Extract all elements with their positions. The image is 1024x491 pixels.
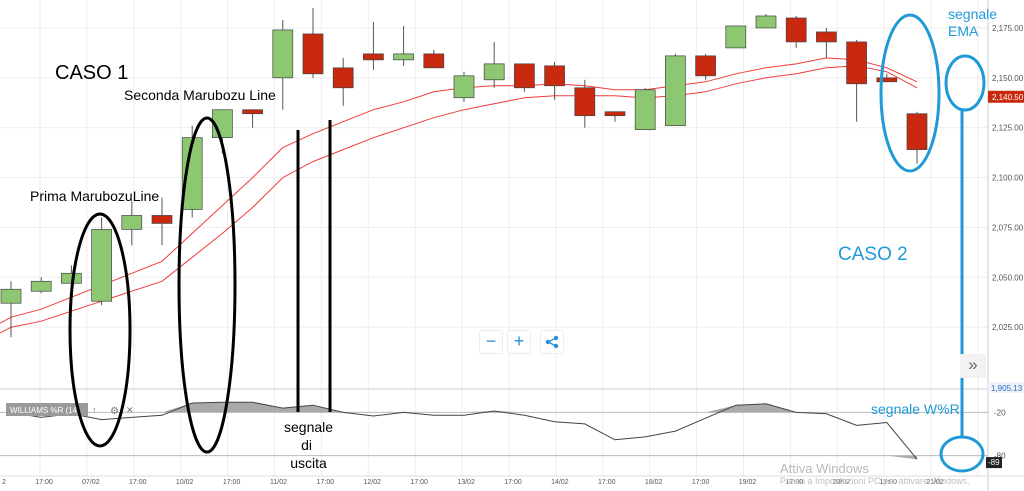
candle-down [906,113,928,150]
x-tick-label: 13/02 [457,479,475,486]
lower-value-label: 1,905.13 [991,384,1023,393]
x-tick-label: 12/02 [364,479,382,486]
candle-up [30,280,52,292]
wr-overbought-fill [11,402,917,413]
seconda-marubozu-ellipse [177,116,237,454]
candle-down [846,41,867,85]
share-icon [545,335,559,349]
x-tick-label: 17:00 [504,479,522,486]
y-tick-label: 2,175.00 [992,24,1024,33]
y-tick-label: 2,025.00 [992,323,1024,332]
candle-down [544,65,565,87]
x-tick-label: 17:00 [223,479,241,486]
y-tick-label: 2,125.00 [992,124,1024,133]
y-tick-label: 2,150.00 [992,74,1024,83]
wr-last-label: -89 [988,458,1000,467]
candle-up [665,55,686,127]
indicator-gear-icon: ⚙ [110,406,119,417]
lower-value-tag [988,382,1024,393]
x-tick-label: 07/02 [82,479,100,486]
prima-marubozu-label: Prima MarubozuLine [30,188,160,204]
candle-down [816,31,837,43]
x-tick-label: 18/02 [645,479,663,486]
x-tick-label: 10/02 [176,479,194,486]
x-tick-label: 17:00 [317,479,335,486]
candle-down [151,215,173,224]
y-tick-label: 2,050.00 [992,273,1024,282]
indicator-legend-bg [6,403,88,416]
candle-up [725,25,747,49]
candle-down [514,63,535,89]
x-tick-label: 14/02 [551,479,569,486]
candle-down [785,17,807,43]
x-tick-label: 17:00 [598,479,616,486]
ema-signal-ellipse-b [944,54,986,112]
wr-last-tag [986,457,1002,469]
zoom-in-button[interactable]: + [507,330,531,354]
ema-signal-ellipse-a [879,13,941,173]
share-button[interactable] [540,330,564,354]
watermark-line1: Attiva Windows [780,461,869,476]
caso2-label: CASO 2 [838,244,908,265]
prima-marubozu-ellipse [68,212,132,448]
last-price-label: 2,140.50 [992,93,1024,102]
candle-down [876,77,898,83]
y-tick-label: 2,075.00 [992,223,1024,232]
x-tick-label: 17:00 [879,479,897,486]
zoom-out-button[interactable]: − [479,330,503,354]
williams-r-line [10,401,918,460]
x-tick-label: 17:00 [410,479,428,486]
candle-up [453,75,475,99]
x-tick-label: 21/02 [926,479,944,486]
candle-down [604,111,626,117]
x-tick-label: 19/02 [739,479,757,486]
indicator-up-icon: ↑ [92,405,97,415]
candle-up [91,229,112,302]
candle-down [242,109,263,115]
indicator-close-icon: ✕ [126,405,134,415]
segnale-uscita-label: segnale di uscita [284,419,334,471]
candle-up [0,288,22,304]
candle-up [272,29,294,79]
caso1-label: CASO 1 [55,62,129,84]
y-tick-label: 2,100.00 [992,174,1024,183]
wr-signal-ellipse [939,435,985,473]
watermark-line2: Passa a Impostazioni PC per attivare Win… [780,476,970,486]
ema-slow-line [0,65,918,334]
seconda-marubozu-label: Seconda Marubozu Line [124,87,276,103]
indicator-legend-label: WILLIAMS %R (14) [10,406,80,415]
x-tick-label: 20/02 [833,479,851,486]
x-tick-label: 17:00 [692,479,710,486]
segnale-wr-label: segnale W%R [871,401,960,417]
wr-oversold-fill [11,455,917,460]
x-tick-label: 2 [2,479,6,486]
candle-down [423,53,445,69]
candle-down [574,87,596,117]
ema-fast-line [0,57,918,324]
candle-up [755,15,777,29]
last-price-tag [988,90,1024,103]
candle-down [332,67,354,89]
x-tick-label: 11/02 [270,479,287,486]
candle-up [483,63,505,81]
wr-tick-label: -80 [994,452,1006,461]
x-tick-label: 17:00 [35,479,53,486]
expand-button[interactable]: » [960,354,986,378]
candle-down [302,33,324,75]
candle-down [695,55,716,77]
x-tick-label: 17:00 [786,479,804,486]
x-tick-label: 17:00 [129,479,147,486]
candle-up [393,53,414,61]
segnale-ema-label: segnale EMA [948,6,998,39]
wr-tick-label: -20 [994,408,1006,417]
candle-up [634,89,656,131]
candle-down [363,53,384,61]
candle-up [121,215,143,230]
